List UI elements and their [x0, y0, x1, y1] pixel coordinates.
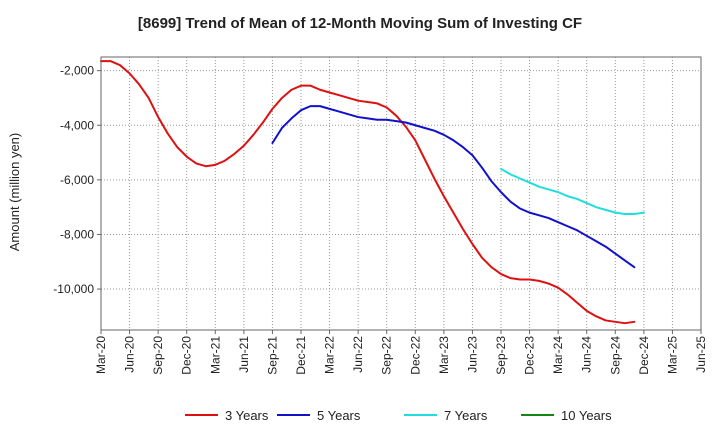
- x-tick-label: Sep-22: [380, 336, 394, 375]
- x-tick-label: Dec-21: [294, 336, 308, 375]
- legend[interactable]: 3 Years 5 Years 7 Years 10 Years: [185, 408, 612, 423]
- legend-label-10-years: 10 Years: [561, 408, 612, 423]
- x-tick-label: Sep-21: [265, 336, 279, 375]
- x-tick-label: Dec-22: [408, 336, 422, 375]
- y-tick-label: -6,000: [60, 173, 94, 187]
- y-tick-label: -10,000: [53, 282, 94, 296]
- x-tick-label: Mar-25: [665, 336, 679, 374]
- legend-label-3-years: 3 Years: [225, 408, 269, 423]
- x-tick-label: Dec-20: [180, 336, 194, 375]
- x-tick-label: Mar-24: [551, 336, 565, 374]
- series-layer: [100, 60, 645, 325]
- x-tick-label: Jun-22: [351, 336, 365, 373]
- x-tick-label: Mar-22: [323, 336, 337, 374]
- legend-label-7-years: 7 Years: [444, 408, 488, 423]
- x-tick-label: Mar-23: [437, 336, 451, 374]
- legend-label-5-years: 5 Years: [317, 408, 361, 423]
- y-ticks: -2,000 -4,000 -6,000 -8,000 -10,000: [53, 64, 101, 296]
- x-tick-label: Mar-20: [94, 336, 108, 374]
- series-line-3-years: [100, 60, 636, 325]
- y-tick-label: -2,000: [60, 64, 94, 78]
- x-tick-label: Jun-25: [694, 336, 708, 373]
- series-line-5-years: [271, 105, 636, 269]
- x-tick-label: Sep-23: [494, 336, 508, 375]
- x-tick-label: Jun-24: [580, 336, 594, 373]
- y-axis-label: Amount (million yen): [7, 133, 22, 252]
- x-tick-label: Jun-20: [123, 336, 137, 373]
- y-tick-label: -4,000: [60, 118, 94, 132]
- x-tick-label: Mar-21: [208, 336, 222, 374]
- y-tick-label: -8,000: [60, 227, 94, 241]
- chart-title: [8699] Trend of Mean of 12-Month Moving …: [138, 15, 582, 32]
- plot-frame: [100, 56, 702, 331]
- x-ticks: Mar-20 Jun-20 Sep-20 Dec-20 Mar-21 Jun-21 Sep-…: [94, 330, 708, 375]
- series-line-7-years: [500, 167, 645, 215]
- x-tick-label: Sep-20: [151, 336, 165, 375]
- x-tick-label: Dec-23: [523, 336, 537, 375]
- x-tick-label: Sep-24: [608, 336, 622, 375]
- x-tick-label: Jun-23: [465, 336, 479, 373]
- grid: [101, 57, 701, 330]
- x-tick-label: Jun-21: [237, 336, 251, 373]
- x-tick-label: Dec-24: [637, 336, 651, 375]
